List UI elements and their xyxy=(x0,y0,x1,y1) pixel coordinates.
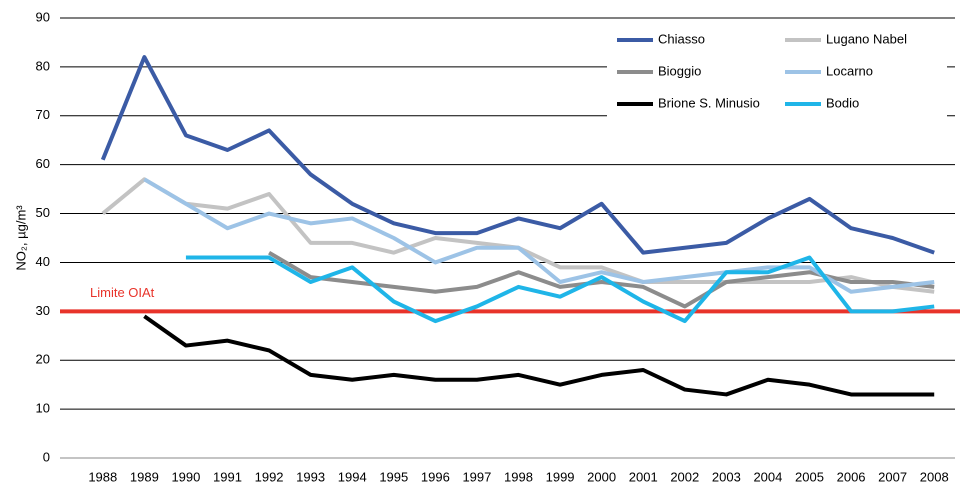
x-tick-label: 1994 xyxy=(338,469,367,484)
x-tick-label: 1991 xyxy=(213,469,242,484)
x-tick-label: 2008 xyxy=(920,469,949,484)
x-tick-label: 1989 xyxy=(130,469,159,484)
y-tick-label: 30 xyxy=(36,303,50,318)
y-tick-label: 0 xyxy=(43,449,50,464)
x-tick-label: 1997 xyxy=(462,469,491,484)
x-tick-label: 2002 xyxy=(670,469,699,484)
x-tick-label: 2007 xyxy=(878,469,907,484)
y-tick-label: 10 xyxy=(36,401,50,416)
legend-label: Locarno xyxy=(826,63,873,78)
legend-label: Chiasso xyxy=(658,31,705,46)
x-tick-label: 1995 xyxy=(379,469,408,484)
x-tick-label: 2005 xyxy=(795,469,824,484)
x-tick-label: 2004 xyxy=(753,469,782,484)
legend-label: Brione S. Minusio xyxy=(658,95,760,110)
series-line xyxy=(101,177,935,294)
y-tick-label: 80 xyxy=(36,58,50,73)
x-tick-label: 1992 xyxy=(255,469,284,484)
x-tick-label: 1996 xyxy=(421,469,450,484)
x-tick-label: 1993 xyxy=(296,469,325,484)
x-tick-label: 1998 xyxy=(504,469,533,484)
x-tick-label: 2003 xyxy=(712,469,741,484)
series-line xyxy=(143,314,935,397)
series-line xyxy=(143,177,935,294)
legend-label: Bodio xyxy=(826,95,859,110)
x-tick-label: 2000 xyxy=(587,469,616,484)
x-tick-label: 2006 xyxy=(837,469,866,484)
x-tick-label: 1988 xyxy=(88,469,117,484)
y-axis-label: NO₂, µg/m³ xyxy=(13,205,28,271)
y-tick-label: 90 xyxy=(36,9,50,24)
limit-label: Limite OIAt xyxy=(90,285,155,300)
series-line xyxy=(100,55,935,255)
y-tick-label: 20 xyxy=(36,352,50,367)
y-tick-label: 40 xyxy=(36,254,50,269)
y-tick-label: 50 xyxy=(36,205,50,220)
x-tick-label: 2001 xyxy=(629,469,658,484)
legend-box xyxy=(607,24,947,118)
x-tick-label: 1999 xyxy=(546,469,575,484)
series-line xyxy=(185,255,935,324)
y-tick-label: 60 xyxy=(36,156,50,171)
y-tick-label: 70 xyxy=(36,107,50,122)
legend-label: Lugano Nabel xyxy=(826,31,907,46)
legend-label: Bioggio xyxy=(658,63,701,78)
x-tick-label: 1990 xyxy=(171,469,200,484)
